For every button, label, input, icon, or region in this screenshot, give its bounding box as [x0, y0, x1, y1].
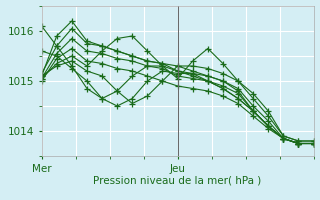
X-axis label: Pression niveau de la mer( hPa ): Pression niveau de la mer( hPa ) [93, 175, 262, 185]
